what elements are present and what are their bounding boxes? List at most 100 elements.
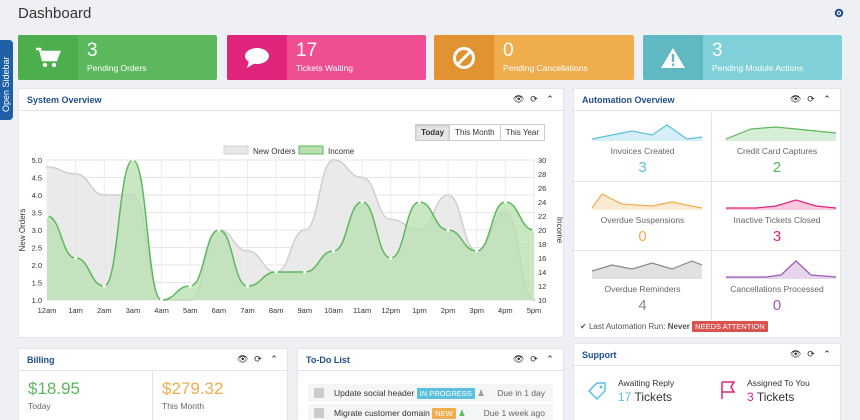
automation-label: Invoices Created xyxy=(610,146,675,156)
series-point-1 xyxy=(245,284,250,288)
stat-label: Pending Orders xyxy=(87,63,147,73)
automation-label: Overdue Suspensions xyxy=(600,215,685,225)
automation-cell[interactable]: Overdue Reminders 4 xyxy=(574,251,712,320)
check-icon: ✔ xyxy=(580,322,587,331)
billing-today-label: Today xyxy=(28,401,51,411)
series-point-1 xyxy=(446,228,450,232)
legend-swatch-income xyxy=(298,145,324,155)
series-point-1 xyxy=(274,270,278,274)
page-title: Dashboard xyxy=(18,5,92,22)
eye-icon[interactable]: 👁 xyxy=(790,94,802,104)
stat-pending-module-actions[interactable]: 3 Pending Module Actions xyxy=(643,35,842,80)
refresh-icon[interactable]: ⟳ xyxy=(254,354,262,364)
automation-cell[interactable]: Overdue Suspensions 0 xyxy=(574,182,712,251)
series-point-0 xyxy=(45,165,49,169)
collapse-icon[interactable]: ⌃ xyxy=(546,354,554,364)
cancellations-sparkline xyxy=(726,260,836,279)
todo-title: Update social header xyxy=(334,388,415,398)
billing-panel: Billing 👁 ⟳ ⌃ $18.95 Today $279.32 This … xyxy=(18,348,288,420)
stat-pending-cancellations[interactable]: 0 Pending Cancellations xyxy=(434,35,634,80)
todo-checkbox[interactable] xyxy=(314,408,324,418)
support-awaiting[interactable]: Awaiting Reply 17 Tickets xyxy=(586,374,706,414)
system-overview-panel: System Overview 👁 ⟳ ⌃ Today This Month T… xyxy=(18,88,564,338)
refresh-icon[interactable]: ⟳ xyxy=(530,354,538,364)
last-run-label: Last Automation Run: xyxy=(588,322,666,331)
eye-icon[interactable]: 👁 xyxy=(513,354,525,364)
series-point-1 xyxy=(217,228,221,232)
eye-icon[interactable]: 👁 xyxy=(237,354,249,364)
refresh-icon[interactable]: ⟳ xyxy=(807,94,815,104)
todo-title: Migrate customer domain xyxy=(334,408,430,418)
last-run-value: Never xyxy=(667,322,690,331)
stat-value: 3 xyxy=(87,40,98,61)
y-tick-label: 3.5 xyxy=(32,209,42,218)
y-right-axis-label: Income xyxy=(555,217,564,244)
y-right-tick-label: 20 xyxy=(538,226,546,235)
support-assigned[interactable]: Assigned To You 3 Tickets xyxy=(719,374,834,414)
y-axis-label: New Orders xyxy=(19,209,27,252)
x-tick-label: 7am xyxy=(240,306,255,315)
x-tick-label: 12pm xyxy=(381,306,400,315)
y-right-tick-label: 12 xyxy=(538,282,546,291)
needs-attention-badge: NEEDS ATTENTION xyxy=(692,321,768,332)
series-point-1 xyxy=(360,200,364,204)
series-point-1 xyxy=(159,298,164,302)
y-tick-label: 5.0 xyxy=(32,156,42,165)
y-tick-label: 4.5 xyxy=(32,174,42,183)
todo-panel: To-Do List 👁 ⟳ ⌃ Update social header IN… xyxy=(297,348,564,420)
status-badge: NEW xyxy=(432,408,456,419)
panel-tools: 👁 ⟳ ⌃ xyxy=(790,349,832,360)
legend-label-income: Income xyxy=(328,147,355,156)
todo-item[interactable]: Migrate customer domain NEW ♟ Due 1 week… xyxy=(308,404,553,420)
warning-icon xyxy=(643,35,703,80)
automation-value: 4 xyxy=(638,297,647,314)
tag-icon xyxy=(587,382,606,401)
series-point-0 xyxy=(446,193,450,197)
series-point-1 xyxy=(74,256,78,260)
x-tick-label: 2am xyxy=(97,306,112,315)
stat-tickets-waiting[interactable]: 17 Tickets Waiting xyxy=(227,35,426,80)
eye-icon[interactable]: 👁 xyxy=(790,349,802,359)
open-sidebar-tab[interactable]: Open Sidebar xyxy=(0,40,13,120)
billing-today-amount: $18.95 xyxy=(28,379,80,398)
y-right-tick-label: 30 xyxy=(538,156,546,165)
legend-label-new-orders: New Orders xyxy=(253,147,296,156)
todo-checkbox[interactable] xyxy=(314,388,324,398)
range-year-button[interactable]: This Year xyxy=(499,124,545,141)
automation-cell[interactable]: Credit Card Captures 2 xyxy=(708,113,846,182)
x-tick-label: 5pm xyxy=(527,306,542,315)
y-right-tick-label: 10 xyxy=(538,296,546,305)
collapse-icon[interactable]: ⌃ xyxy=(823,349,831,359)
x-tick-label: 1am xyxy=(68,306,83,315)
refresh-icon[interactable]: ⟳ xyxy=(807,349,815,359)
gear-icon[interactable] xyxy=(834,8,844,18)
y-right-tick-label: 18 xyxy=(538,240,546,249)
series-point-0 xyxy=(74,172,78,176)
automation-value: 3 xyxy=(638,159,647,176)
automation-value: 0 xyxy=(638,228,647,245)
chat-bubble-icon xyxy=(227,35,287,80)
automation-cell[interactable]: Inactive Tickets Closed 3 xyxy=(708,182,846,251)
todo-item[interactable]: Update social header IN PROGRESS ♟ Due i… xyxy=(308,384,553,402)
series-point-1 xyxy=(331,249,336,253)
todo-text: Migrate customer domain NEW ♟ xyxy=(334,408,466,419)
stat-label: Pending Cancellations xyxy=(503,63,588,73)
series-point-0 xyxy=(245,249,250,253)
range-selector: Today This Month This Year xyxy=(415,124,545,141)
stat-pending-orders[interactable]: 3 Pending Orders xyxy=(18,35,217,80)
eye-icon[interactable]: 👁 xyxy=(513,94,525,104)
y-tick-label: 1.5 xyxy=(32,279,42,288)
billing-month-amount: $279.32 xyxy=(162,379,224,398)
collapse-icon[interactable]: ⌃ xyxy=(823,94,831,104)
captures-sparkline xyxy=(726,126,836,141)
collapse-icon[interactable]: ⌃ xyxy=(270,354,278,364)
flag-icon xyxy=(721,381,736,399)
automation-cell[interactable]: Cancellations Processed 0 xyxy=(708,251,846,320)
collapse-icon[interactable]: ⌃ xyxy=(546,94,554,104)
series-point-1 xyxy=(417,200,422,204)
billing-month-label: This Month xyxy=(162,401,205,411)
automation-cell[interactable]: Invoices Created 3 xyxy=(574,113,712,182)
range-month-button[interactable]: This Month xyxy=(449,124,501,141)
invoices-sparkline xyxy=(592,124,702,141)
refresh-icon[interactable]: ⟳ xyxy=(530,94,538,104)
